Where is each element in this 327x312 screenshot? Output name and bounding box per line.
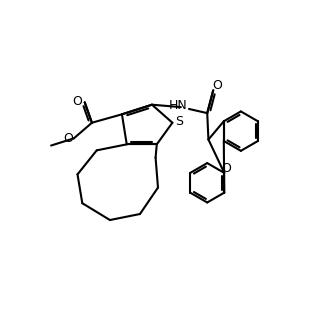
- Text: O: O: [212, 79, 222, 91]
- Text: HN: HN: [169, 99, 188, 112]
- Text: O: O: [73, 95, 82, 108]
- Text: O: O: [221, 162, 232, 175]
- Text: O: O: [64, 132, 74, 145]
- Text: S: S: [176, 115, 183, 128]
